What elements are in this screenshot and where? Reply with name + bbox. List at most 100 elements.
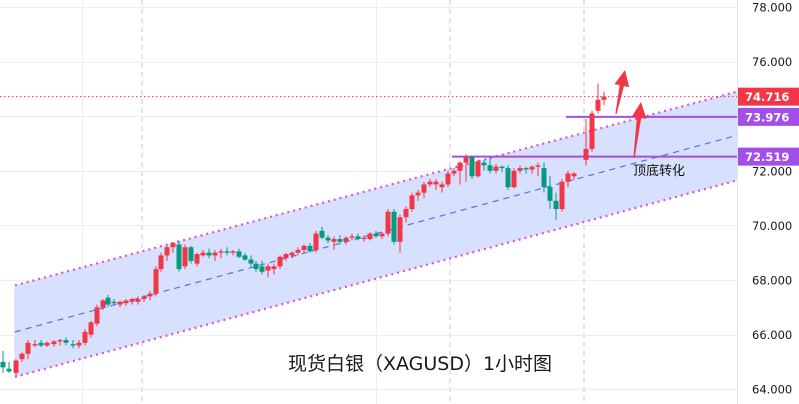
candle-body [19, 353, 25, 360]
up-arrow-icon[interactable] [631, 102, 647, 159]
candle-up [265, 263, 271, 278]
candle-up [451, 168, 457, 177]
candle-up [135, 296, 141, 305]
candle-body [141, 296, 147, 300]
candle-up [589, 110, 595, 152]
price-axis[interactable]: 78.00076.00074.00072.00070.00068.00066.0… [737, 0, 799, 404]
channel-upper-line[interactable] [14, 90, 738, 287]
candle-body [481, 162, 487, 166]
candle-down [481, 159, 487, 171]
price-tag-last-price[interactable]: 74.716 [738, 87, 799, 106]
candle-up [379, 232, 385, 240]
candle-body [57, 340, 63, 342]
candle-up [565, 170, 571, 188]
candle-down [188, 245, 194, 264]
candle-body [301, 245, 307, 250]
candle-body [385, 211, 391, 234]
candle-body [535, 165, 541, 167]
candle-up [295, 247, 301, 256]
up-arrow-icon[interactable] [614, 70, 630, 115]
candle-up [397, 214, 403, 253]
candle-down [469, 155, 475, 179]
candle-up [289, 251, 295, 259]
candle-up [463, 154, 469, 182]
candle-body [194, 254, 200, 264]
candle-body [147, 293, 153, 297]
price-tag-label: 74.716 [745, 90, 789, 104]
candle-up [153, 266, 159, 297]
candle-body [331, 239, 337, 242]
candle-body [421, 184, 427, 193]
candle-up [88, 320, 94, 338]
candle-body [44, 342, 50, 346]
candle-body [349, 236, 355, 238]
candle-down [259, 260, 265, 275]
candle-body [0, 361, 6, 368]
candle-up [493, 163, 499, 174]
candle-up [51, 340, 57, 347]
annotation-label: 顶底转化 [633, 163, 685, 179]
candle-body [188, 247, 194, 261]
candle-body [415, 192, 421, 196]
candle-body [319, 230, 325, 238]
candle-down [38, 340, 44, 347]
candle-body [265, 266, 271, 271]
candle-down [373, 230, 379, 238]
candle-body [541, 168, 547, 188]
candle-up [57, 338, 63, 346]
candle-body [469, 157, 475, 177]
candle-body [200, 252, 206, 256]
candle-down [319, 226, 325, 240]
candle-body [51, 341, 57, 345]
candle-body [475, 161, 481, 177]
candle-body [38, 342, 44, 346]
candle-body [457, 162, 463, 171]
candle-body [565, 173, 571, 182]
candle-down [391, 209, 397, 245]
price-axis-bg [737, 0, 799, 404]
candle-up [182, 244, 188, 270]
candle-up [517, 165, 523, 174]
candle-up [82, 329, 88, 346]
candle-up [415, 189, 421, 201]
candle-up [117, 300, 123, 308]
price-tick-label: 76.000 [752, 55, 792, 69]
candle-down [63, 337, 69, 346]
candle-up [595, 83, 601, 114]
candle-body [505, 168, 511, 188]
candle-body [111, 301, 117, 304]
candle-up [409, 192, 415, 212]
candle-body [439, 184, 445, 188]
candle-up [511, 168, 517, 189]
price-tag-resistance[interactable]: 73.976 [738, 107, 799, 126]
candle-up [158, 252, 164, 272]
candle-body [499, 166, 505, 169]
candle-body [100, 300, 106, 308]
candle-up [433, 178, 439, 190]
annotation-arrows[interactable] [614, 70, 647, 159]
candle-down [523, 166, 529, 174]
candle-up [439, 181, 445, 193]
candle-body [218, 251, 224, 253]
candle-body [76, 342, 82, 346]
candle-up [25, 340, 31, 360]
candle-body [409, 195, 415, 210]
price-tag-support[interactable]: 72.519 [738, 147, 799, 166]
candle-down [224, 247, 230, 256]
candle-down [111, 299, 117, 305]
candle-up [475, 159, 481, 178]
candle-body [553, 200, 559, 210]
candle-body [313, 233, 319, 250]
candle-body [511, 170, 517, 188]
candle-up [421, 181, 427, 199]
candle-down [176, 240, 182, 272]
price-tick-label: 64.000 [752, 383, 792, 397]
candle-body [259, 266, 265, 272]
candle-down [253, 260, 259, 272]
candle-down [355, 233, 361, 241]
price-tick-label: 66.000 [752, 328, 792, 342]
candle-body [135, 299, 141, 302]
candle-body [493, 166, 499, 171]
chart-title: 现货白银（XAGUSD）1小时图 [288, 353, 552, 375]
